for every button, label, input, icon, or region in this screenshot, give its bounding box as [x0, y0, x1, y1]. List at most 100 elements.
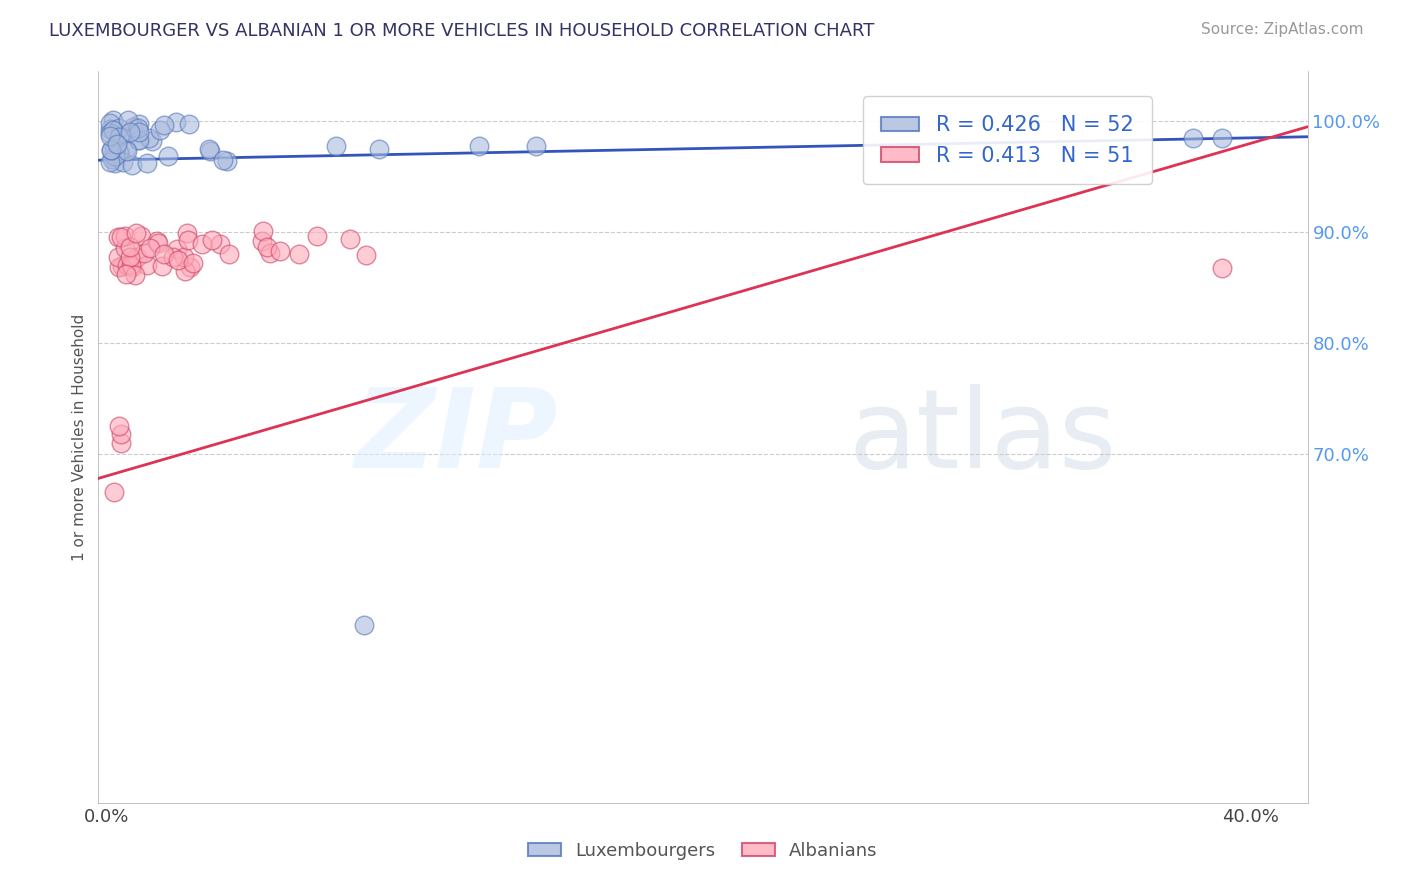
Point — [115, 268, 138, 282]
Point — [201, 234, 224, 248]
Point — [107, 145, 129, 160]
Point — [111, 155, 134, 169]
Point — [107, 260, 129, 274]
Point — [135, 155, 157, 169]
Point — [211, 153, 233, 168]
Point — [103, 122, 125, 136]
Point — [181, 256, 204, 270]
Point — [138, 130, 160, 145]
Text: ZIP: ZIP — [354, 384, 558, 491]
Point — [367, 142, 389, 156]
Point — [110, 230, 132, 244]
Point — [157, 149, 180, 163]
Point — [127, 250, 149, 264]
Point — [105, 136, 128, 151]
Point — [139, 242, 162, 256]
Point — [150, 259, 173, 273]
Point — [112, 128, 135, 142]
Point — [118, 250, 141, 264]
Point — [98, 122, 121, 136]
Point — [467, 138, 489, 153]
Point — [121, 158, 143, 172]
Point — [153, 247, 176, 261]
Point — [100, 144, 122, 158]
Point — [288, 246, 311, 260]
Point — [173, 250, 195, 264]
Point — [121, 120, 143, 134]
Point — [132, 245, 155, 260]
Point — [98, 155, 121, 169]
Point — [179, 260, 201, 274]
Point — [110, 435, 132, 450]
Point — [110, 426, 132, 441]
Point — [208, 237, 231, 252]
Text: LUXEMBOURGER VS ALBANIAN 1 OR MORE VEHICLES IN HOUSEHOLD CORRELATION CHART: LUXEMBOURGER VS ALBANIAN 1 OR MORE VEHIC… — [49, 22, 875, 40]
Point — [269, 244, 291, 258]
Point — [124, 226, 146, 240]
Point — [1182, 131, 1205, 145]
Point — [325, 138, 347, 153]
Point — [100, 143, 122, 157]
Point — [200, 144, 222, 158]
Point — [121, 260, 143, 274]
Point — [217, 154, 239, 169]
Point — [353, 618, 375, 632]
Point — [198, 142, 221, 156]
Text: atlas: atlas — [848, 384, 1116, 491]
Point — [98, 126, 121, 140]
Point — [118, 240, 141, 254]
Point — [104, 156, 127, 170]
Point — [117, 112, 139, 127]
Point — [101, 113, 124, 128]
Point — [128, 133, 150, 147]
Legend: Luxembourgers, Albanians: Luxembourgers, Albanians — [522, 835, 884, 867]
Point — [305, 229, 328, 244]
Point — [120, 125, 142, 139]
Point — [1211, 131, 1233, 145]
Point — [108, 129, 131, 144]
Point — [252, 224, 274, 238]
Y-axis label: 1 or more Vehicles in Household: 1 or more Vehicles in Household — [72, 313, 87, 561]
Point — [524, 138, 547, 153]
Point — [103, 485, 125, 500]
Point — [108, 419, 131, 434]
Point — [173, 264, 195, 278]
Point — [152, 119, 174, 133]
Point — [124, 268, 146, 282]
Point — [107, 250, 129, 264]
Point — [120, 258, 142, 272]
Point — [141, 134, 163, 148]
Point — [176, 226, 198, 240]
Point — [354, 248, 377, 262]
Point — [167, 252, 190, 267]
Point — [259, 246, 281, 260]
Point — [115, 144, 138, 158]
Point — [146, 234, 169, 248]
Point — [1211, 260, 1233, 275]
Point — [101, 152, 124, 166]
Point — [101, 150, 124, 164]
Point — [128, 125, 150, 139]
Point — [177, 233, 200, 247]
Point — [115, 142, 138, 156]
Point — [166, 242, 188, 256]
Point — [115, 258, 138, 272]
Point — [136, 258, 159, 272]
Point — [165, 115, 187, 129]
Point — [162, 251, 184, 265]
Point — [146, 235, 169, 250]
Point — [108, 145, 131, 160]
Point — [191, 237, 214, 252]
Point — [104, 149, 127, 163]
Text: Source: ZipAtlas.com: Source: ZipAtlas.com — [1201, 22, 1364, 37]
Point — [114, 228, 136, 243]
Point — [98, 128, 121, 143]
Point — [179, 117, 201, 131]
Point — [98, 116, 121, 130]
Point — [250, 234, 273, 248]
Point — [127, 120, 149, 135]
Point — [108, 121, 131, 136]
Point — [149, 122, 172, 136]
Point — [114, 242, 136, 256]
Point — [107, 230, 129, 244]
